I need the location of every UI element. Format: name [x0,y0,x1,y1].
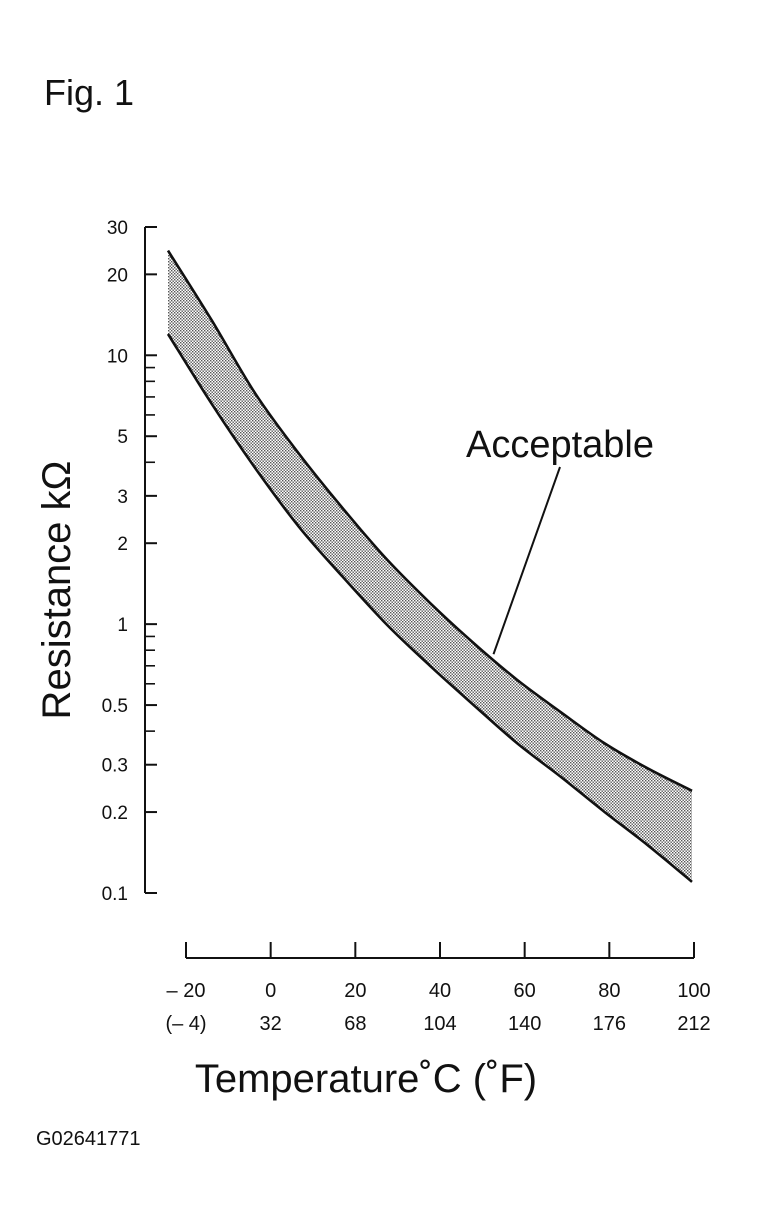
upper-limit-curve [166,249,693,792]
x-tick-label-celsius: 100 [677,980,710,1002]
x-axis-title: Temperature˚C (˚F) [195,1057,537,1101]
x-tick-label-celsius: 80 [598,980,620,1002]
x-tick-label-fahrenheit: 176 [593,1013,626,1035]
y-tick-label: 30 [107,218,128,239]
x-tick-label-celsius: 0 [265,980,276,1002]
x-axis: – 20 (– 4) 0 32 20 68 40 104 60 140 80 176 100 212 [165,942,711,1035]
figure-label: Fig. 1 [44,72,134,113]
x-tick-label-celsius: 20 [344,980,366,1002]
annotation-label: Acceptable [466,424,654,466]
acceptable-band [168,250,692,882]
y-tick-label: 0.3 [102,756,128,777]
y-tick-label: 0.1 [102,884,128,905]
y-tick-label: 3 [117,487,128,508]
x-tick-label-celsius: 60 [514,980,536,1002]
y-axis: 30 20 10 5 3 2 1 0.5 0.3 0.2 0.1 [102,218,157,905]
y-tick-label: 10 [107,346,128,367]
x-tick-label-celsius: – 20 [167,980,206,1002]
x-tick-label-fahrenheit: (– 4) [165,1013,206,1035]
y-tick-label: 20 [107,265,128,286]
figure-code: G02641771 [36,1128,141,1150]
y-axis-title: Resistance kΩ [35,461,79,720]
x-tick-label-fahrenheit: 104 [423,1013,456,1035]
x-tick-label-celsius: 40 [429,980,451,1002]
lower-limit-curve [166,333,693,883]
y-tick-label: 5 [117,427,128,448]
annotation-leader-line [492,466,561,655]
y-tick-label: 2 [117,534,128,555]
y-tick-label: 1 [117,615,128,636]
y-tick-label: 0.2 [102,803,128,824]
plot-area: Acceptable [166,249,693,883]
x-tick-label-fahrenheit: 140 [508,1013,541,1035]
x-tick-label-fahrenheit: 32 [260,1013,282,1035]
x-tick-label-fahrenheit: 68 [344,1013,366,1035]
x-tick-label-fahrenheit: 212 [677,1013,710,1035]
y-tick-label: 0.5 [102,696,128,717]
